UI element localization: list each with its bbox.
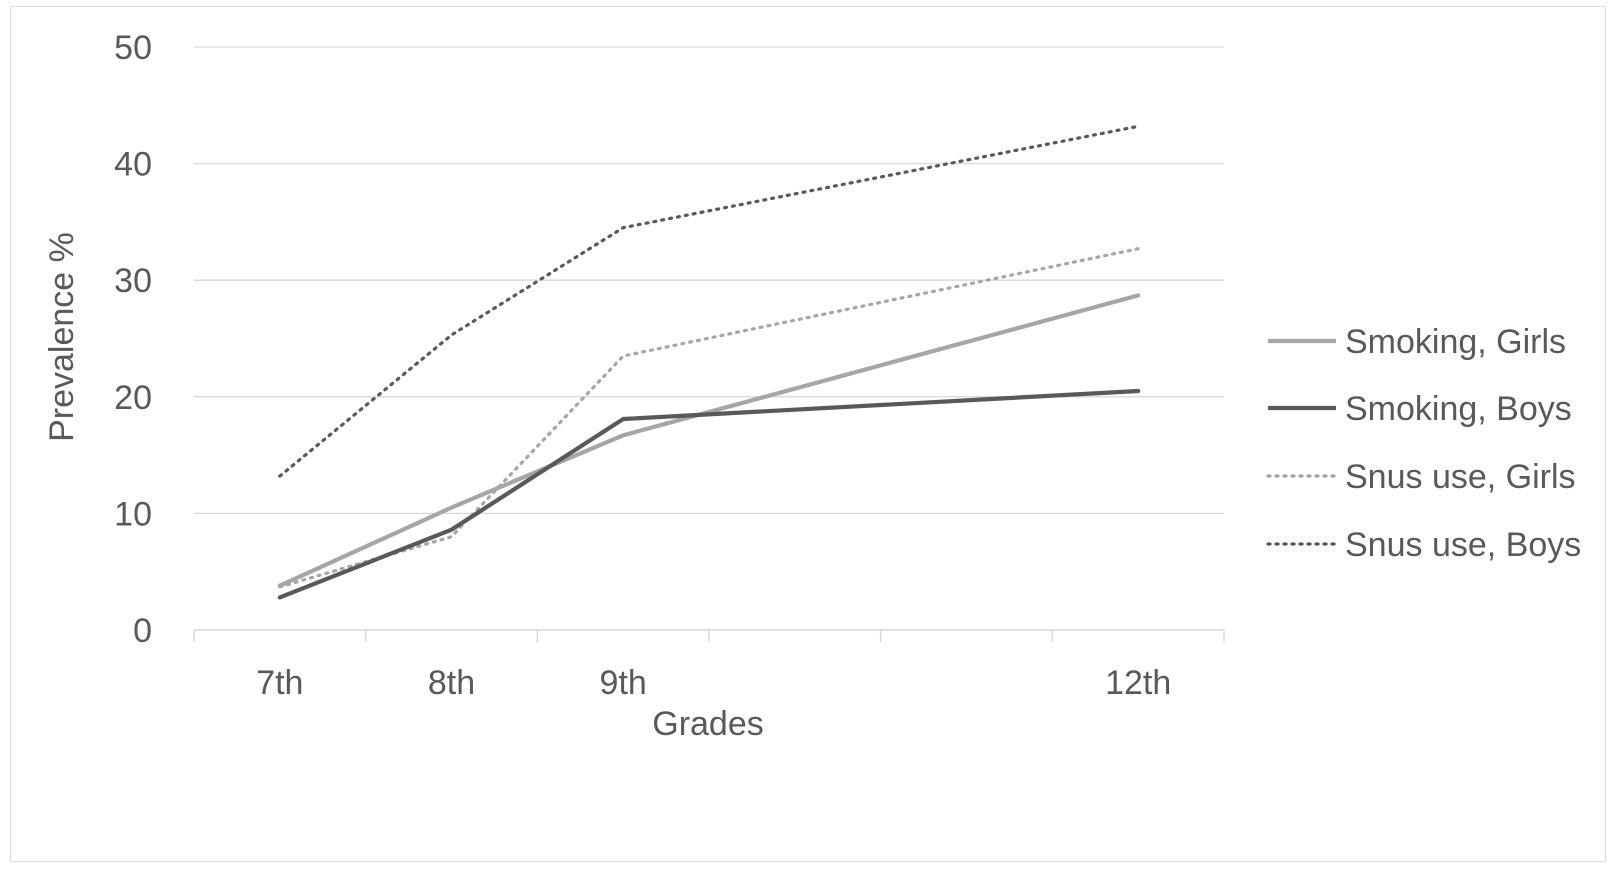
series-line-snus-use-girls bbox=[278, 247, 1140, 589]
y-tick-label: 50 bbox=[114, 29, 152, 67]
series-line-snus-use-boys bbox=[278, 124, 1140, 478]
y-axis-title: Prevalence % bbox=[43, 232, 81, 442]
x-axis-title: Grades bbox=[652, 705, 764, 743]
x-tick-label: 12th bbox=[1105, 664, 1171, 702]
y-tick-label: 30 bbox=[114, 262, 152, 300]
y-tick-label: 20 bbox=[114, 379, 152, 417]
legend-label: Smoking, Girls bbox=[1345, 323, 1566, 361]
y-tick-label: 0 bbox=[133, 612, 152, 650]
x-tick-label: 7th bbox=[256, 664, 303, 702]
legend: Smoking, Girls Smoking, Boys Snus use, Gir… bbox=[1266, 323, 1581, 564]
chart-frame bbox=[10, 6, 1606, 862]
x-tick-label: 8th bbox=[428, 664, 475, 702]
series-lines bbox=[277, 124, 1141, 600]
gridlines bbox=[194, 46, 1224, 515]
series-line-smoking-boys bbox=[277, 388, 1141, 600]
tick-labels: 0 10 20 30 40 50 7th 8th 9th 12th bbox=[114, 29, 1171, 702]
series-line-smoking-girls bbox=[277, 293, 1141, 588]
legend-label: Snus use, Girls bbox=[1345, 458, 1576, 496]
y-tick-label: 40 bbox=[114, 146, 152, 184]
legend-label: Smoking, Boys bbox=[1345, 390, 1572, 428]
x-axis bbox=[193, 629, 1225, 642]
y-tick-label: 10 bbox=[114, 495, 152, 533]
legend-label: Snus use, Boys bbox=[1345, 526, 1581, 564]
x-tick-label: 9th bbox=[600, 664, 647, 702]
